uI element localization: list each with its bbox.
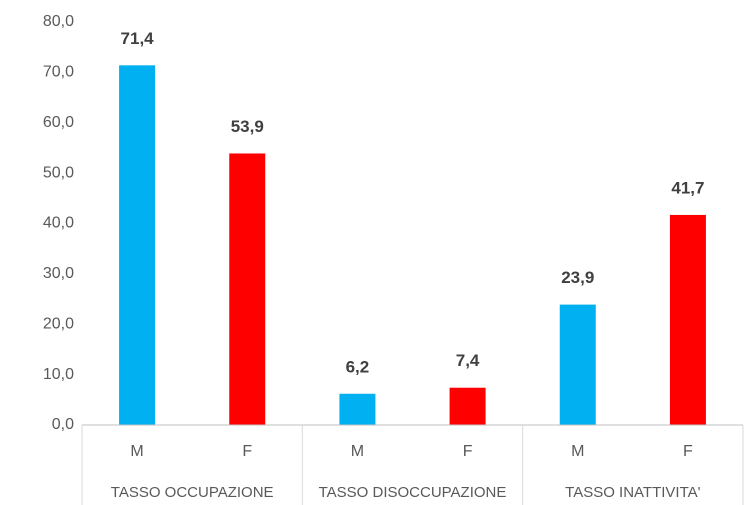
value-label: 41,7 bbox=[671, 178, 704, 197]
y-tick-label: 40,0 bbox=[43, 215, 74, 232]
bar bbox=[339, 393, 376, 425]
y-tick-label: 70,0 bbox=[43, 64, 74, 81]
value-label: 7,4 bbox=[456, 351, 480, 370]
group-label: TASSO INATTIVITA' bbox=[565, 484, 701, 501]
y-tick-label: 10,0 bbox=[43, 366, 74, 383]
bar bbox=[449, 387, 486, 425]
y-tick-label: 60,0 bbox=[43, 114, 74, 131]
y-tick-label: 20,0 bbox=[43, 315, 74, 332]
y-tick-label: 30,0 bbox=[43, 265, 74, 282]
value-label: 6,2 bbox=[346, 357, 370, 376]
group-label: TASSO DISOCCUPAZIONE bbox=[319, 484, 507, 501]
y-tick-label: 50,0 bbox=[43, 164, 74, 181]
bar bbox=[229, 153, 266, 425]
value-label: 71,4 bbox=[121, 29, 155, 48]
x-tick-label: M bbox=[351, 443, 364, 460]
x-tick-label: M bbox=[130, 443, 143, 460]
x-tick-label: F bbox=[242, 443, 252, 460]
group-label: TASSO OCCUPAZIONE bbox=[111, 484, 274, 501]
bar bbox=[669, 214, 706, 425]
x-tick-label: F bbox=[463, 443, 473, 460]
bar bbox=[119, 65, 156, 425]
y-tick-label: 80,0 bbox=[43, 13, 74, 30]
bar bbox=[559, 304, 596, 425]
y-tick-label: 0,0 bbox=[52, 416, 74, 433]
x-tick-label: M bbox=[571, 443, 584, 460]
x-tick-label: F bbox=[683, 443, 693, 460]
value-label: 53,9 bbox=[231, 117, 264, 136]
value-label: 23,9 bbox=[561, 268, 594, 287]
